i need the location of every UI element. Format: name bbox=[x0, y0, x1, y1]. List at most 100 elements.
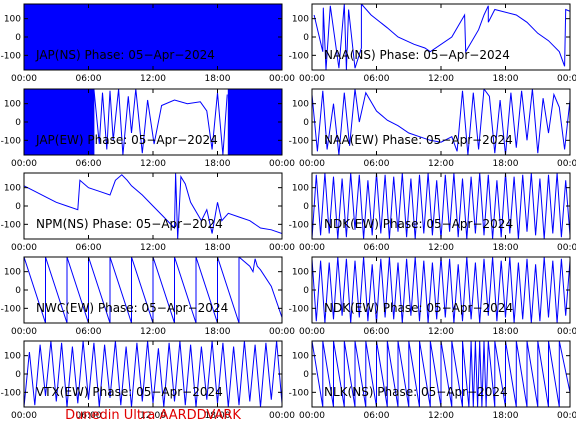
series-line bbox=[24, 173, 282, 239]
y-tick-label: 100 bbox=[292, 100, 309, 110]
x-tick-label: 00:00 bbox=[557, 243, 576, 253]
y-tick-label: 100 bbox=[4, 15, 21, 25]
x-tick-label: 18:00 bbox=[493, 74, 519, 84]
x-tick-label: 00:00 bbox=[11, 411, 37, 421]
x-tick-label: 00:00 bbox=[299, 411, 325, 421]
y-tick-label: 100 bbox=[292, 268, 309, 278]
series-line bbox=[24, 4, 282, 70]
y-tick-label: -100 bbox=[289, 388, 310, 398]
series-line bbox=[313, 4, 570, 70]
series-line bbox=[24, 257, 282, 323]
panel-grid: -100 0 100 00:00 06:00 12:00 18:00 00:00 JAP(NS)… bbox=[1, 3, 576, 421]
series-line bbox=[312, 173, 570, 239]
x-tick-label: 06:00 bbox=[364, 243, 390, 253]
y-tick-label: -100 bbox=[1, 304, 22, 314]
y-tick-label: 0 bbox=[303, 118, 309, 128]
y-tick-label: 0 bbox=[303, 370, 309, 380]
y-tick-label: -100 bbox=[1, 388, 22, 398]
x-tick-label: 00:00 bbox=[11, 159, 37, 169]
y-tick-label: -100 bbox=[289, 304, 310, 314]
x-tick-label: 00:00 bbox=[269, 327, 295, 337]
panel-title: NPM(NS) Phase: 05−Apr−2024 bbox=[36, 217, 223, 231]
y-tick-label: 0 bbox=[303, 33, 309, 43]
panel-5: -100 0 100 00:00 06:00 12:00 18:00 00:00 NDK(EW)… bbox=[289, 172, 576, 253]
x-tick-label: 00:00 bbox=[269, 243, 295, 253]
x-tick-label: 00:00 bbox=[11, 243, 37, 253]
panel-title: NAA(NS) Phase: 05−Apr−2024 bbox=[324, 48, 510, 62]
panel-4: -100 0 100 00:00 06:00 12:00 18:00 00:00 NPM(NS)… bbox=[1, 172, 295, 253]
x-tick-label: 18:00 bbox=[493, 159, 519, 169]
y-tick-label: 0 bbox=[303, 202, 309, 212]
y-tick-label: 100 bbox=[292, 15, 309, 25]
panel-7: -100 0 100 00:00 06:00 12:00 18:00 00:00 NDK(EW)… bbox=[289, 256, 576, 337]
x-tick-label: 06:00 bbox=[364, 159, 390, 169]
x-tick-label: 00:00 bbox=[299, 159, 325, 169]
x-tick-label: 06:00 bbox=[76, 243, 102, 253]
x-tick-label: 12:00 bbox=[140, 243, 166, 253]
y-tick-label: -100 bbox=[289, 51, 310, 61]
x-tick-label: 18:00 bbox=[205, 159, 231, 169]
x-tick-label: 00:00 bbox=[269, 74, 295, 84]
x-tick-label: 00:00 bbox=[269, 411, 295, 421]
y-tick-label: 0 bbox=[15, 202, 21, 212]
series-line bbox=[312, 341, 570, 407]
x-tick-label: 00:00 bbox=[557, 411, 576, 421]
x-tick-label: 06:00 bbox=[364, 327, 390, 337]
x-tick-label: 00:00 bbox=[11, 327, 37, 337]
y-tick-label: -100 bbox=[1, 220, 22, 230]
x-tick-label: 00:00 bbox=[299, 327, 325, 337]
panel-title: NLK(NS) Phase: 05−Apr−2024 bbox=[324, 385, 508, 399]
x-tick-label: 18:00 bbox=[205, 74, 231, 84]
series-line bbox=[24, 89, 95, 155]
x-tick-label: 00:00 bbox=[11, 74, 37, 84]
y-tick-label: 0 bbox=[15, 118, 21, 128]
panel-1: -100 0 100 00:00 06:00 12:00 18:00 00:00 NAA(NS)… bbox=[289, 3, 576, 84]
panel-title: NAA(EW) Phase: 05−Apr−2024 bbox=[324, 133, 513, 147]
x-tick-label: 06:00 bbox=[76, 74, 102, 84]
y-tick-label: 100 bbox=[4, 352, 21, 362]
x-tick-label: 06:00 bbox=[76, 327, 102, 337]
x-tick-label: 12:00 bbox=[140, 159, 166, 169]
x-tick-label: 06:00 bbox=[364, 74, 390, 84]
x-tick-label: 18:00 bbox=[205, 243, 231, 253]
panel-8: -100 0 100 00:00 06:00 12:00 18:00 00:00 VTX(EW)… bbox=[1, 340, 295, 421]
y-tick-label: 0 bbox=[15, 370, 21, 380]
x-tick-label: 12:00 bbox=[140, 411, 166, 421]
panel-title: NWC(EW) Phase: 05−Apr−2024 bbox=[36, 301, 228, 315]
y-tick-label: 100 bbox=[292, 184, 309, 194]
y-tick-label: -100 bbox=[1, 136, 22, 146]
y-tick-label: 0 bbox=[15, 286, 21, 296]
x-tick-label: 12:00 bbox=[428, 411, 454, 421]
panel-3: -100 0 100 00:00 06:00 12:00 18:00 00:00 NAA(EW)… bbox=[289, 88, 576, 169]
x-tick-label: 12:00 bbox=[140, 74, 166, 84]
x-tick-label: 06:00 bbox=[76, 159, 102, 169]
panel-9: -100 0 100 00:00 06:00 12:00 18:00 00:00 NLK(NS)… bbox=[289, 340, 576, 421]
panel-0: -100 0 100 00:00 06:00 12:00 18:00 00:00 JAP(NS)… bbox=[1, 3, 295, 84]
y-tick-label: 0 bbox=[303, 286, 309, 296]
x-tick-label: 00:00 bbox=[557, 327, 576, 337]
x-tick-label: 18:00 bbox=[493, 411, 519, 421]
panel-title: NDK(EW) Phase: 05−Apr−2024 bbox=[324, 301, 513, 315]
x-tick-label: 00:00 bbox=[269, 159, 295, 169]
x-tick-label: 12:00 bbox=[140, 327, 166, 337]
series-line bbox=[93, 89, 228, 155]
series-line bbox=[227, 89, 282, 155]
x-tick-label: 18:00 bbox=[493, 327, 519, 337]
series-line bbox=[312, 89, 570, 155]
x-tick-label: 06:00 bbox=[76, 411, 102, 421]
x-tick-label: 00:00 bbox=[299, 243, 325, 253]
x-tick-label: 00:00 bbox=[299, 74, 325, 84]
y-tick-label: -100 bbox=[289, 136, 310, 146]
x-tick-label: 18:00 bbox=[205, 327, 231, 337]
x-tick-label: 00:00 bbox=[557, 159, 576, 169]
y-tick-label: 100 bbox=[4, 100, 21, 110]
panel-title: JAP(NS) Phase: 05−Apr−2024 bbox=[35, 48, 215, 62]
panel-title: NDK(EW) Phase: 05−Apr−2024 bbox=[324, 217, 513, 231]
x-tick-label: 12:00 bbox=[428, 327, 454, 337]
y-tick-label: 100 bbox=[4, 268, 21, 278]
x-tick-label: 00:00 bbox=[557, 74, 576, 84]
panel-title: VTX(EW) Phase: 05−Apr−2024 bbox=[36, 385, 223, 399]
x-tick-label: 18:00 bbox=[205, 411, 231, 421]
x-tick-label: 12:00 bbox=[428, 159, 454, 169]
